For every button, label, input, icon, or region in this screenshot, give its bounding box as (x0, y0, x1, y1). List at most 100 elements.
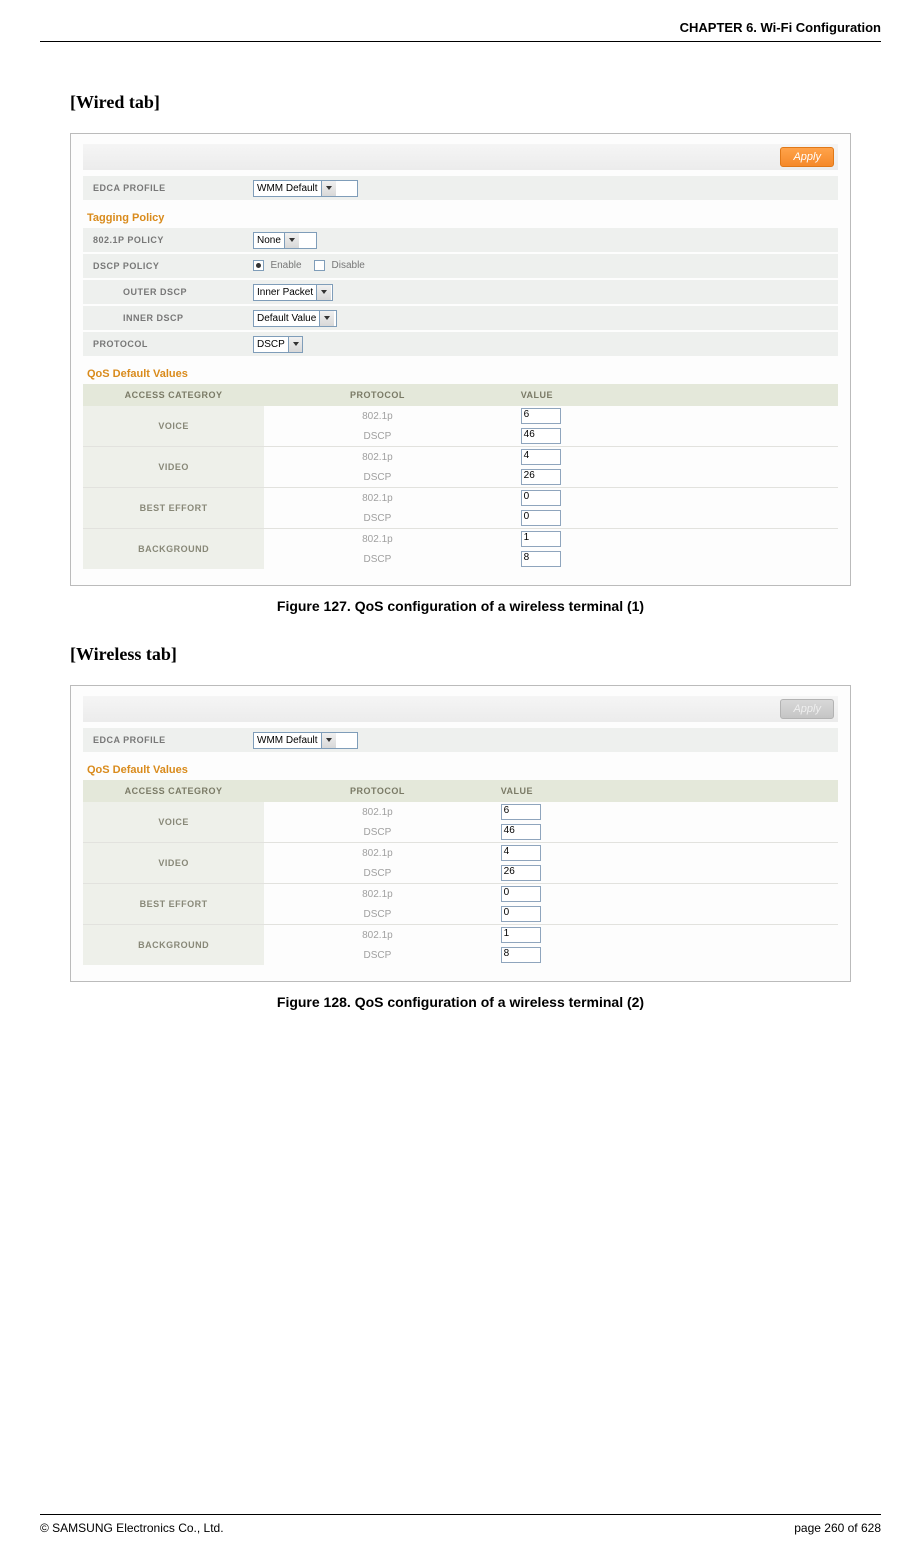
figure-1: Apply EDCA PROFILE WMM Default Tagging P… (70, 133, 851, 586)
qos-protocol-label: 802.1p (264, 848, 490, 859)
qos-category-row: BEST EFFORT802.1p 0 DSCP 0 (83, 883, 838, 924)
qos-protocol-label: DSCP (264, 868, 490, 879)
qos-protocol-label: 802.1p (264, 807, 490, 818)
wired-tab-title: [Wired tab] (70, 92, 851, 113)
qos-sub-row: DSCP 46 (264, 426, 838, 446)
qos-value-input[interactable]: 6 (501, 804, 541, 820)
chevron-down-icon (321, 733, 336, 748)
toolbar-1: Apply (83, 144, 838, 170)
qos-value-input[interactable]: 1 (501, 927, 541, 943)
tagging-policy-title: Tagging Policy (87, 212, 838, 224)
qos-category-label: BACKGROUND (83, 529, 264, 569)
inner-dscp-label: INNER DSCP (93, 313, 253, 323)
dscp-enable-radio[interactable] (253, 260, 264, 271)
qos-wired-grid: VOICE802.1p6DSCP46VIDEO802.1p4DSCP26BEST… (83, 406, 838, 569)
qos-value-input[interactable]: 26 (501, 865, 541, 881)
col-value-2: VALUE (491, 786, 838, 796)
inner-dscp-select[interactable]: Default Value (253, 310, 337, 327)
qos-value-input[interactable]: 6 (521, 408, 561, 424)
qos-value-input[interactable]: 0 (501, 886, 541, 902)
qos-sub-row: 802.1p1 (264, 925, 838, 945)
chevron-down-icon (316, 285, 331, 300)
qos-category-row: BEST EFFORT802.1p0DSCP0 (83, 487, 838, 528)
qos-category-label: BEST EFFORT (83, 488, 264, 528)
qos-protocol-label: 802.1p (264, 411, 490, 422)
qos-value-input[interactable]: 8 (501, 947, 541, 963)
dscp-disable-radio[interactable] (314, 260, 325, 271)
qos-sub-row: DSCP8 (264, 945, 838, 965)
qos-sub-row: 802.1p 0 (264, 488, 838, 508)
qos-sub-row: 802.1p 6 (264, 406, 838, 426)
qos-value-input[interactable]: 0 (521, 490, 561, 506)
figure-2: Apply EDCA PROFILE WMM Default QoS Defau… (70, 685, 851, 982)
enable-label: Enable (270, 260, 301, 271)
edca-profile-row-2: EDCA PROFILE WMM Default (83, 728, 838, 752)
qos-sub-row: 802.1p 0 (264, 884, 838, 904)
qos-category-label: BEST EFFORT (83, 884, 264, 924)
col-protocol-2: PROTOCOL (264, 786, 491, 796)
qos-protocol-label: 802.1p (264, 452, 490, 463)
chevron-down-icon (284, 233, 299, 248)
edca-profile-row: EDCA PROFILE WMM Default (83, 176, 838, 200)
chevron-down-icon (288, 337, 302, 352)
protocol-row: PROTOCOL DSCP (83, 332, 838, 356)
8021p-policy-select[interactable]: None (253, 232, 317, 249)
qos-value-input[interactable]: 4 (501, 845, 541, 861)
figure-1-caption: Figure 127. QoS configuration of a wirel… (70, 598, 851, 614)
qos-category-row: BACKGROUND802.1p1 DSCP 8 (83, 528, 838, 569)
dscp-policy-label: DSCP POLICY (93, 261, 253, 271)
qos-protocol-label: 802.1p (264, 493, 490, 504)
qos-protocol-label: DSCP (264, 472, 490, 483)
protocol-label: PROTOCOL (93, 339, 253, 349)
inner-dscp-row: INNER DSCP Default Value (83, 306, 838, 330)
qos-protocol-label: 802.1p (264, 889, 490, 900)
qos-sub-row: DSCP 46 (264, 822, 838, 842)
qos-sub-row: DSCP 26 (264, 863, 838, 883)
qos-protocol-label: DSCP (264, 909, 490, 920)
outer-dscp-row: OUTER DSCP Inner Packet (83, 280, 838, 304)
apply-button-2[interactable]: Apply (780, 699, 834, 719)
qos-category-row: VOICE802.1p 6 DSCP 46 (83, 406, 838, 446)
qos-category-label: VOICE (83, 406, 264, 446)
qos-sub-row: DSCP 26 (264, 467, 838, 487)
protocol-select[interactable]: DSCP (253, 336, 303, 353)
qos-value-input[interactable]: 0 (501, 906, 541, 922)
qos-category-label: VOICE (83, 802, 264, 842)
edca-profile-select-2[interactable]: WMM Default (253, 732, 358, 749)
figure-2-caption: Figure 128. QoS configuration of a wirel… (70, 994, 851, 1010)
qos-defaults-title-1: QoS Default Values (87, 368, 838, 380)
qos-sub-row: 802.1p 4 (264, 447, 838, 467)
col-category-2: ACCESS CATEGROY (83, 786, 264, 796)
qos-value-input[interactable]: 0 (521, 510, 561, 526)
outer-dscp-select[interactable]: Inner Packet (253, 284, 333, 301)
dscp-policy-row: DSCP POLICY Enable Disable (83, 254, 838, 278)
qos-value-input[interactable]: 1 (521, 531, 561, 547)
toolbar-2: Apply (83, 696, 838, 722)
qos-value-input[interactable]: 4 (521, 449, 561, 465)
qos-protocol-label: DSCP (264, 431, 490, 442)
qos-value-input[interactable]: 46 (521, 428, 561, 444)
edca-profile-select[interactable]: WMM Default (253, 180, 358, 197)
qos-sub-row: 802.1p 4 (264, 843, 838, 863)
qos-value-input[interactable]: 26 (521, 469, 561, 485)
qos-category-label: VIDEO (83, 843, 264, 883)
qos-category-label: BACKGROUND (83, 925, 264, 965)
qos-sub-row: 802.1p 6 (264, 802, 838, 822)
qos-wireless-grid: VOICE802.1p6DSCP46VIDEO802.1p4DSCP26BEST… (83, 802, 838, 965)
qos-value-input[interactable]: 46 (501, 824, 541, 840)
col-value: VALUE (491, 390, 838, 400)
qos-category-row: VOICE802.1p 6 DSCP 46 (83, 802, 838, 842)
wireless-tab-title: [Wireless tab] (70, 644, 851, 665)
page-footer: © SAMSUNG Electronics Co., Ltd. page 260… (40, 1514, 881, 1535)
disable-label: Disable (332, 260, 365, 271)
qos-header-1: ACCESS CATEGROY PROTOCOL VALUE (83, 384, 838, 406)
qos-protocol-label: DSCP (264, 554, 490, 565)
qos-sub-row: 802.1p1 (264, 529, 838, 549)
edca-profile-label: EDCA PROFILE (93, 183, 253, 193)
qos-protocol-label: DSCP (264, 827, 490, 838)
page-header: CHAPTER 6. Wi-Fi Configuration (40, 20, 881, 42)
qos-defaults-title-2: QoS Default Values (87, 764, 838, 776)
qos-header-2: ACCESS CATEGROY PROTOCOL VALUE (83, 780, 838, 802)
qos-value-input[interactable]: 8 (521, 551, 561, 567)
apply-button-1[interactable]: Apply (780, 147, 834, 167)
